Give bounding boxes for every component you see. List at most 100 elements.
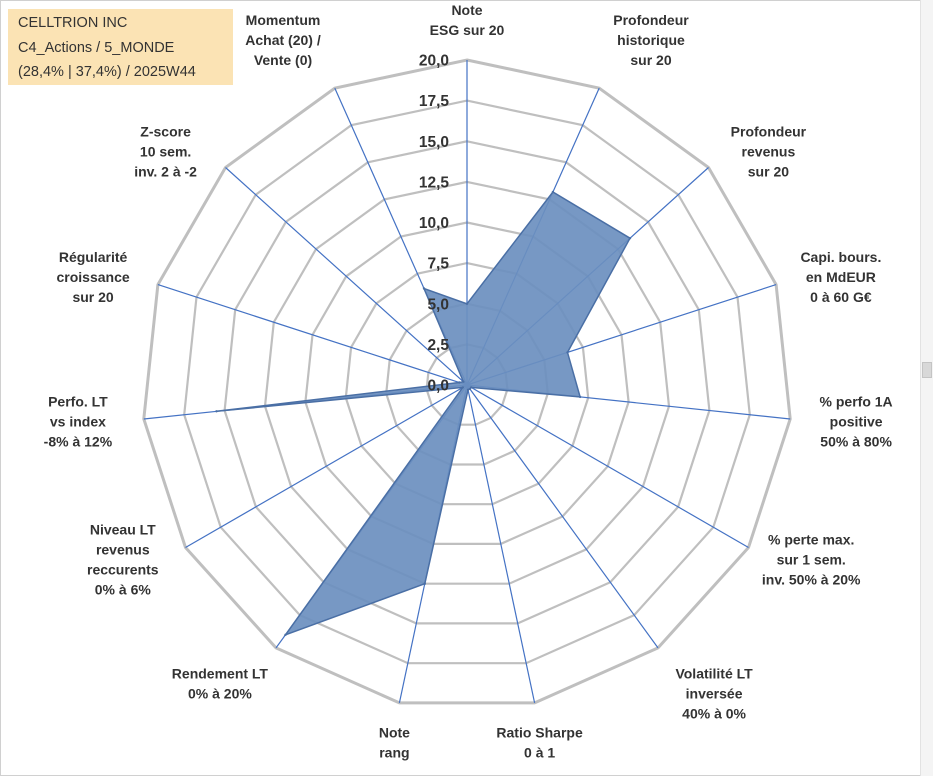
data-point <box>423 582 426 585</box>
axis-label-line: ESG sur 20 <box>430 22 505 38</box>
axis-label-line: croissance <box>57 269 130 285</box>
category-line: C4_Actions / 5_MONDE <box>18 40 175 56</box>
axis-label: Momentum Achat (20) / Vente (0) <box>245 12 321 68</box>
axis-label-line: sur 20 <box>630 52 671 68</box>
axis-label-line: inv. 2 à -2 <box>134 164 197 180</box>
axis-label-line: vs index <box>50 414 106 430</box>
axis-label: Perfo. LT vs index -8% à 12% <box>44 394 113 450</box>
axis-label: % perte max. sur 1 sem. inv. 50% à 20% <box>762 532 861 588</box>
axis-label: Profondeur revenus sur 20 <box>731 124 807 180</box>
axis-spoke <box>466 384 536 704</box>
axis-label-line: 50% à 80% <box>820 434 892 450</box>
vertical-scrollbar[interactable] <box>920 0 933 776</box>
axis-label-line: inversée <box>686 685 743 701</box>
data-point <box>628 237 632 240</box>
axis-label-line: sur 20 <box>748 164 789 180</box>
axis-label: Capi. bours. en MdEUR 0 à 60 G€ <box>800 249 881 305</box>
axis-label-line: positive <box>830 414 883 430</box>
axis-spoke <box>225 167 468 386</box>
axis-label-line: 0% à 6% <box>95 582 152 598</box>
data-point <box>566 351 569 354</box>
tick-label: 17,5 <box>419 93 450 110</box>
axis-label-line: 0 à 1 <box>524 744 555 760</box>
axis-label: Niveau LT revenus reccurents 0% à 6% <box>87 522 159 598</box>
axis-label: % perfo 1A positive 50% à 80% <box>820 394 893 450</box>
axis-label-line: inv. 50% à 20% <box>762 572 861 588</box>
axis-label-line: Note <box>451 2 482 18</box>
grid-ring <box>223 140 711 625</box>
axis-label-line: revenus <box>96 542 150 558</box>
data-point <box>551 190 555 194</box>
axis-label-line: Profondeur <box>731 124 807 140</box>
axis-label-line: sur 20 <box>72 289 113 305</box>
series-area <box>216 191 632 637</box>
axis-label-line: Rendement LT <box>172 665 269 681</box>
axis-labels: Note ESG sur 20 Profondeur historique sur 20… <box>44 2 893 760</box>
axis-label-line: historique <box>617 32 685 48</box>
data-point <box>458 381 461 384</box>
axis-label-line: % perfo 1A <box>820 394 893 410</box>
axis-label: Régularité croissance sur 20 <box>57 249 130 305</box>
stats-line: (28,4% | 37,4%) / 2025W44 <box>18 64 196 80</box>
axis-label-line: Régularité <box>59 249 128 265</box>
data-point <box>461 386 464 389</box>
data-point <box>215 410 218 413</box>
axis-label: Ratio Sharpe 0 à 1 <box>496 724 583 760</box>
company-name: CELLTRION INC <box>18 15 128 31</box>
data-point <box>465 302 469 305</box>
grid-ring <box>183 99 751 665</box>
axis-spoke <box>466 384 659 649</box>
axis-label-line: 0 à 60 G€ <box>810 289 872 305</box>
data-point <box>462 380 465 383</box>
axis-label-line: Perfo. LT <box>48 394 108 410</box>
axis-label: Rendement LT 0% à 20% <box>172 665 269 701</box>
axis-label-line: 0% à 20% <box>188 685 252 701</box>
axis-label-line: rang <box>379 744 409 760</box>
scrollbar-thumb[interactable] <box>922 362 932 378</box>
axis-label: Z-score 10 sem. inv. 2 à -2 <box>134 124 197 180</box>
axis-label-line: sur 1 sem. <box>777 552 846 568</box>
axis-label-line: Volatilité LT <box>675 665 753 681</box>
tick-label: 0,0 <box>427 378 449 395</box>
info-box: CELLTRION INC C4_Actions / 5_MONDE (28,4… <box>8 9 233 85</box>
tick-label: 10,0 <box>419 215 449 232</box>
axis-spoke <box>157 284 468 386</box>
axis-label-line: Capi. bours. <box>800 249 881 265</box>
radial-tick-labels: 0,0 2,5 5,0 7,5 10,0 12,5 15,0 17,5 20,0 <box>419 53 450 395</box>
data-point <box>466 388 470 391</box>
axis-label: Volatilité LT inversée 40% à 0% <box>675 665 753 721</box>
axis-label-line: Niveau LT <box>90 522 156 538</box>
axis-label-line: reccurents <box>87 562 159 578</box>
tick-label: 20,0 <box>419 53 449 70</box>
axis-spoke <box>185 384 468 549</box>
data-point <box>422 287 426 290</box>
axis-spoke <box>466 384 749 549</box>
tick-label: 2,5 <box>427 337 449 354</box>
axis-label: Note ESG sur 20 <box>430 2 505 38</box>
axis-label-line: Momentum <box>246 12 321 28</box>
axis-label-line: Profondeur <box>613 12 689 28</box>
tick-label: 5,0 <box>427 296 449 313</box>
axis-label-line: Note <box>379 724 410 740</box>
axis-label-line: Vente (0) <box>254 52 312 68</box>
data-point <box>578 395 582 399</box>
axis-label-line: -8% à 12% <box>44 434 113 450</box>
axis-label-line: 10 sem. <box>140 144 191 160</box>
axis-label-line: en MdEUR <box>806 269 876 285</box>
grid-ring <box>142 58 792 705</box>
data-point <box>284 633 287 636</box>
axis-label: Note rang <box>379 724 410 760</box>
axis-label-line: Ratio Sharpe <box>496 724 583 740</box>
grid-ring <box>304 221 630 546</box>
axis-label-line: % perte max. <box>768 532 854 548</box>
axis-label-line: revenus <box>742 144 796 160</box>
axis-label-line: Achat (20) / <box>245 32 321 48</box>
radar-series <box>215 190 632 637</box>
grid-ring <box>263 180 671 585</box>
tick-label: 12,5 <box>419 174 450 191</box>
data-point <box>468 387 472 391</box>
tick-label: 15,0 <box>419 134 449 151</box>
axis-label-line: 40% à 0% <box>682 705 746 721</box>
axis-label-line: Z-score <box>140 124 191 140</box>
